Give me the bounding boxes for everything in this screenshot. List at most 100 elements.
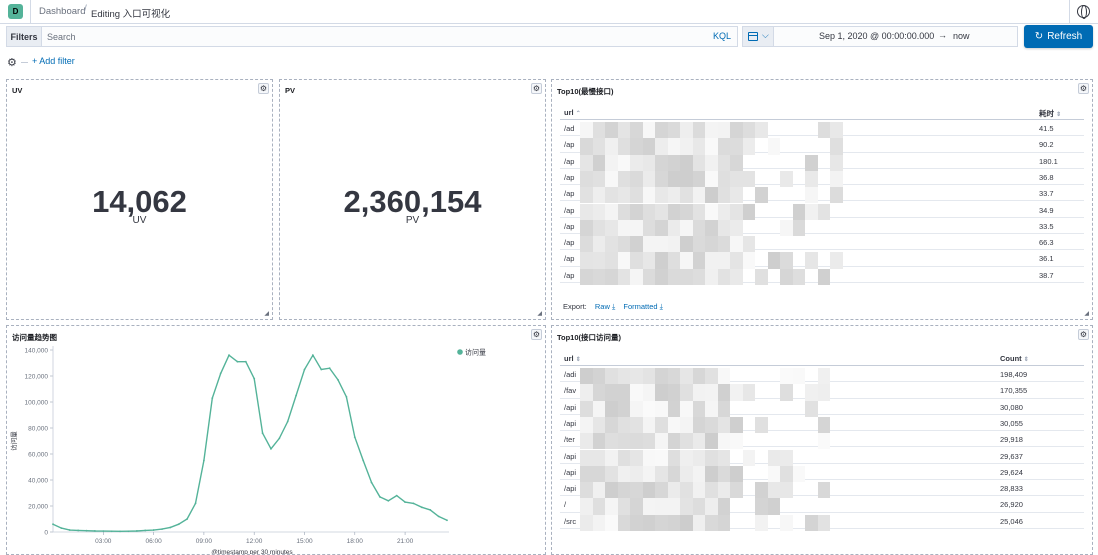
refresh-button[interactable]: ↻ Refresh <box>1024 25 1093 48</box>
column-header-url[interactable]: url ⇕ <box>564 354 581 363</box>
data-point <box>60 527 63 529</box>
redaction-block <box>655 252 668 269</box>
redaction-block <box>742 122 755 139</box>
table-header-line <box>560 365 1084 366</box>
redaction-block <box>655 187 668 204</box>
redaction-block <box>830 252 843 269</box>
panel-options-button[interactable]: ⚙ <box>1078 83 1089 94</box>
start-date[interactable]: Sep 1, 2020 @ 00:00:00.000 <box>819 31 935 41</box>
app-logo[interactable]: D <box>8 4 23 19</box>
x-tick-label: 03:00 <box>95 538 112 545</box>
search-input[interactable] <box>47 30 647 43</box>
redaction-block <box>580 498 593 515</box>
resize-handle[interactable]: ◢ <box>1084 311 1089 317</box>
panel-options-button[interactable]: ⚙ <box>531 329 542 340</box>
panel-options-button[interactable]: ⚙ <box>531 83 542 94</box>
redaction-block <box>580 268 593 285</box>
cell-value: 33.5 <box>1039 221 1054 231</box>
redaction-block <box>680 236 693 253</box>
redaction-block <box>680 268 693 285</box>
redaction-block <box>717 384 730 401</box>
redaction-block <box>717 368 730 385</box>
redaction-block <box>705 203 718 220</box>
data-point <box>52 523 54 526</box>
redaction-block <box>580 219 593 237</box>
end-date[interactable]: now <box>953 31 970 41</box>
redaction-block <box>655 203 668 220</box>
redaction-block <box>692 433 705 450</box>
redaction-block <box>605 252 618 269</box>
resize-handle[interactable]: ◢ <box>537 311 542 317</box>
filters-menu-button[interactable]: Filters <box>7 27 42 46</box>
redaction-block <box>667 138 680 155</box>
redaction-block <box>592 400 605 417</box>
redaction-block <box>705 482 718 499</box>
redaction-block <box>642 187 655 204</box>
redaction-block <box>717 482 730 499</box>
redaction-block <box>617 482 630 499</box>
redaction-block <box>592 384 605 401</box>
resize-handle[interactable]: ◢ <box>264 311 269 317</box>
gear-icon[interactable]: ⚙ <box>7 57 17 69</box>
export-formatted-link[interactable]: Formatted ⤓ <box>623 302 663 311</box>
redaction-block <box>580 482 593 499</box>
redaction-block <box>605 154 618 171</box>
redaction-block <box>805 170 818 188</box>
redaction-block <box>792 219 805 237</box>
x-tick-label: 06:00 <box>145 538 162 545</box>
column-header-duration[interactable]: 耗时 ⇕ <box>1039 109 1062 118</box>
redaction-block <box>580 138 593 155</box>
add-filter-button[interactable]: + Add filter <box>32 56 75 66</box>
redaction-block <box>717 236 730 253</box>
redaction-block <box>580 236 593 253</box>
redaction-block <box>617 122 630 139</box>
data-point <box>345 395 348 398</box>
redaction-block <box>730 187 743 204</box>
redaction-block <box>705 122 718 139</box>
redaction-block <box>780 252 793 269</box>
redaction-block <box>592 498 605 515</box>
kql-toggle-button[interactable]: KQL <box>712 31 731 41</box>
data-point <box>395 494 398 497</box>
redaction-block <box>592 433 605 450</box>
redaction-block <box>605 219 618 237</box>
redaction-block <box>630 449 643 466</box>
data-point <box>68 529 71 531</box>
nav-divider <box>30 0 31 24</box>
metric-value: 2,360,154 <box>343 184 482 219</box>
redaction-block <box>617 187 630 204</box>
data-point <box>353 436 356 438</box>
metric-label: PV <box>405 215 420 226</box>
data-point <box>202 459 205 462</box>
redaction-block <box>667 236 680 253</box>
breadcrumb-dashboard[interactable]: Dashboard <box>39 6 86 17</box>
table-row: /ap 36.1 <box>560 250 1084 267</box>
panel-options-button[interactable]: ⚙ <box>258 83 269 94</box>
data-point <box>337 379 339 381</box>
redaction-block <box>830 138 843 155</box>
cell-value: 36.1 <box>1039 254 1054 264</box>
export-raw-link[interactable]: Raw ⤓ <box>594 302 616 311</box>
redaction-block <box>780 465 793 483</box>
data-point <box>362 459 365 462</box>
globe-icon[interactable] <box>1077 5 1090 19</box>
panel-options-button[interactable]: ⚙ <box>1078 329 1089 340</box>
data-point <box>85 529 88 532</box>
cell-url: /api <box>564 402 577 412</box>
redaction-block <box>642 154 655 171</box>
redaction-block <box>717 465 730 483</box>
quick-menu-button[interactable]: ⌵ <box>743 27 774 46</box>
redaction-block <box>580 416 593 434</box>
redaction-block <box>805 203 818 220</box>
column-header-url[interactable]: url ⌃ <box>564 108 581 117</box>
column-header-count[interactable]: Count ⇕ <box>1000 354 1029 363</box>
data-point <box>144 529 147 532</box>
cell-url: /adi <box>564 370 577 379</box>
x-axis-label: @timestamp per 30 minutes <box>211 549 293 554</box>
panel-title: 访问量趋势图 <box>12 333 57 342</box>
redaction-block <box>667 219 680 237</box>
redaction-block <box>805 400 818 417</box>
redaction-block <box>655 368 668 385</box>
redaction-block <box>680 416 693 434</box>
cell-url: /ad <box>564 124 575 133</box>
